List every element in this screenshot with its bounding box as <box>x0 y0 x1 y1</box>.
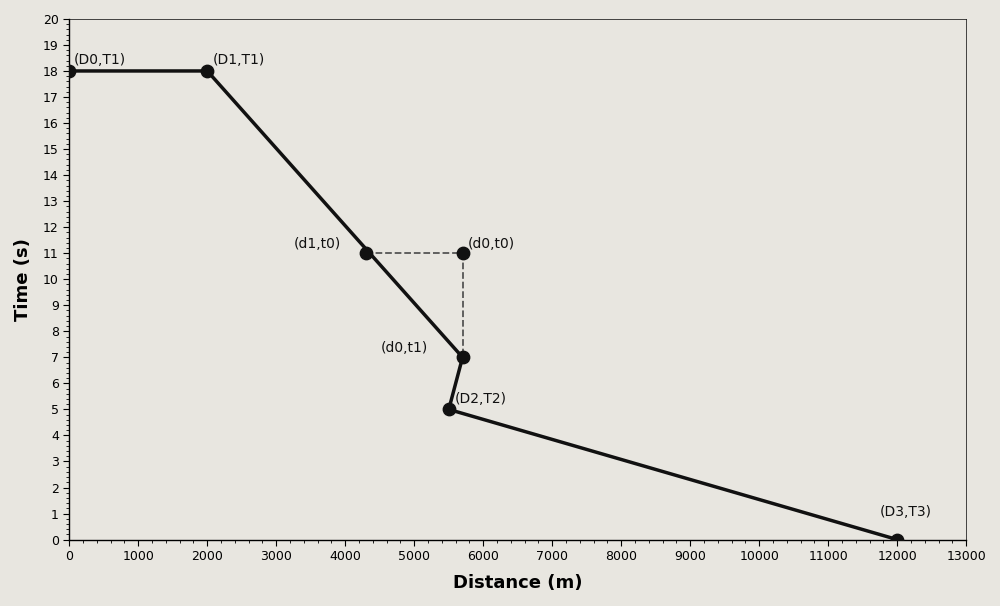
Text: (d1,t0): (d1,t0) <box>294 236 341 251</box>
Point <box>889 534 905 544</box>
Text: (d0,t1): (d0,t1) <box>381 341 428 355</box>
Text: (D2,T2): (D2,T2) <box>454 391 506 405</box>
Text: (D1,T1): (D1,T1) <box>213 53 265 67</box>
Point <box>441 405 457 415</box>
Point <box>61 66 77 76</box>
Point <box>455 353 471 362</box>
Point <box>358 248 374 258</box>
Text: (D0,T1): (D0,T1) <box>73 53 126 67</box>
Y-axis label: Time (s): Time (s) <box>14 238 32 321</box>
Point <box>455 248 471 258</box>
X-axis label: Distance (m): Distance (m) <box>453 574 583 592</box>
Text: (D3,T3): (D3,T3) <box>880 505 932 519</box>
Text: (d0,t0): (d0,t0) <box>468 236 515 251</box>
Point <box>199 66 215 76</box>
